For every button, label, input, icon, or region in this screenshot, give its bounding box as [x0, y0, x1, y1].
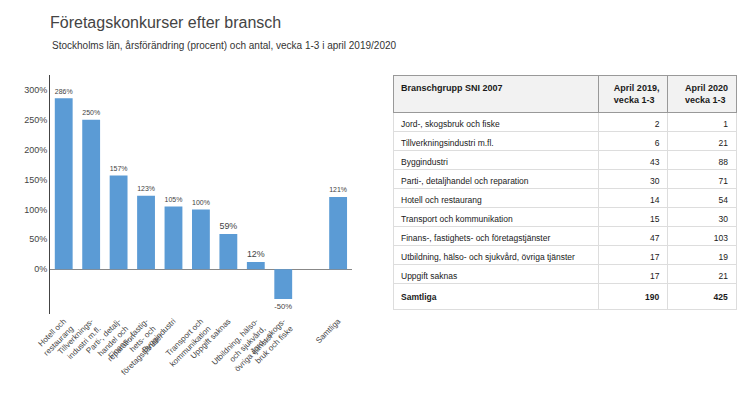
svg-text:71: 71 — [719, 176, 729, 186]
svg-text:Byggindustri: Byggindustri — [140, 317, 178, 355]
svg-text:Jord-, skogs-bruk och fiske: Jord-, skogs-bruk och fiske — [246, 316, 295, 365]
svg-text:100%: 100% — [24, 205, 47, 215]
svg-text:12%: 12% — [247, 249, 265, 259]
svg-text:Transport och kommunikation: Transport och kommunikation — [401, 214, 513, 224]
svg-text:17: 17 — [650, 271, 660, 281]
svg-text:286%: 286% — [55, 88, 73, 95]
svg-text:100%: 100% — [192, 199, 210, 206]
svg-text:105%: 105% — [165, 196, 183, 203]
svg-text:17: 17 — [650, 252, 660, 262]
svg-text:Utbildning, hälso-och sjukvård: Utbildning, hälso-och sjukvård,övriga tj… — [210, 317, 275, 382]
svg-text:21: 21 — [719, 138, 729, 148]
svg-text:425: 425 — [714, 292, 728, 302]
svg-text:April 2019,vecka 1-3: April 2019,vecka 1-3 — [614, 83, 660, 105]
svg-text:Finans-, fastig-hets- ochföret: Finans-, fastig-hets- ochföretagstjänste… — [105, 317, 165, 377]
svg-text:157%: 157% — [110, 165, 128, 172]
svg-text:123%: 123% — [137, 185, 155, 192]
svg-text:50%: 50% — [29, 234, 47, 244]
svg-text:Tillverknings-industri m.fl.: Tillverknings-industri m.fl. — [56, 317, 103, 364]
svg-text:30: 30 — [650, 176, 660, 186]
svg-text:Finans-, fastighets- och föret: Finans-, fastighets- och företagstjänste… — [401, 233, 550, 243]
svg-text:Samtliga: Samtliga — [401, 292, 437, 302]
svg-text:88: 88 — [719, 157, 729, 167]
svg-text:April 2020vecka 1-3: April 2020vecka 1-3 — [685, 83, 728, 105]
svg-text:Företagskonkurser efter bransc: Företagskonkurser efter bransch — [50, 14, 281, 31]
svg-text:0%: 0% — [34, 264, 47, 274]
svg-text:47: 47 — [650, 233, 660, 243]
svg-text:Parti-, detaljhandel och repar: Parti-, detaljhandel och reparation — [401, 176, 529, 186]
svg-text:21: 21 — [719, 271, 729, 281]
svg-text:2: 2 — [655, 119, 660, 129]
svg-text:250%: 250% — [82, 109, 100, 116]
svg-text:19: 19 — [719, 252, 729, 262]
svg-text:Byggindustri: Byggindustri — [401, 157, 448, 167]
svg-text:15: 15 — [650, 214, 660, 224]
svg-text:Tillverkningsindustri m.fl.: Tillverkningsindustri m.fl. — [401, 138, 494, 148]
svg-text:300%: 300% — [24, 85, 47, 95]
svg-text:Hotell och restaurang: Hotell och restaurang — [401, 195, 482, 205]
svg-text:Utbildning, hälso- och sjukvår: Utbildning, hälso- och sjukvård, övriga … — [401, 252, 575, 262]
svg-text:Transport ochkommunikation: Transport ochkommunikation — [161, 317, 213, 369]
svg-text:150%: 150% — [24, 175, 47, 185]
svg-text:Hotell ochrestaurang: Hotell ochrestaurang — [35, 317, 76, 358]
svg-text:Samtliga: Samtliga — [314, 316, 343, 345]
svg-text:43: 43 — [650, 157, 660, 167]
svg-text:Uppgift saknas: Uppgift saknas — [401, 271, 457, 281]
svg-text:200%: 200% — [24, 145, 47, 155]
svg-text:103: 103 — [714, 233, 728, 243]
svg-text:-50%: -50% — [274, 302, 292, 311]
svg-text:14: 14 — [650, 195, 660, 205]
svg-text:Uppgift saknas: Uppgift saknas — [189, 317, 233, 361]
svg-text:Jord-, skogsbruk och fiske: Jord-, skogsbruk och fiske — [401, 119, 500, 129]
svg-text:59%: 59% — [219, 221, 237, 231]
svg-text:54: 54 — [719, 195, 729, 205]
svg-text:6: 6 — [655, 138, 660, 148]
svg-text:Stockholms län, årsförändring: Stockholms län, årsförändring (procent) … — [52, 40, 397, 51]
svg-text:Branschgrupp SNI 2007: Branschgrupp SNI 2007 — [401, 83, 503, 93]
svg-text:1: 1 — [723, 119, 728, 129]
svg-text:30: 30 — [719, 214, 729, 224]
svg-text:250%: 250% — [24, 115, 47, 125]
svg-text:190: 190 — [645, 292, 659, 302]
svg-text:Parti-, detalj-handel ochrepar: Parti-, detalj-handel ochreparation — [84, 317, 137, 370]
svg-text:121%: 121% — [329, 186, 347, 193]
